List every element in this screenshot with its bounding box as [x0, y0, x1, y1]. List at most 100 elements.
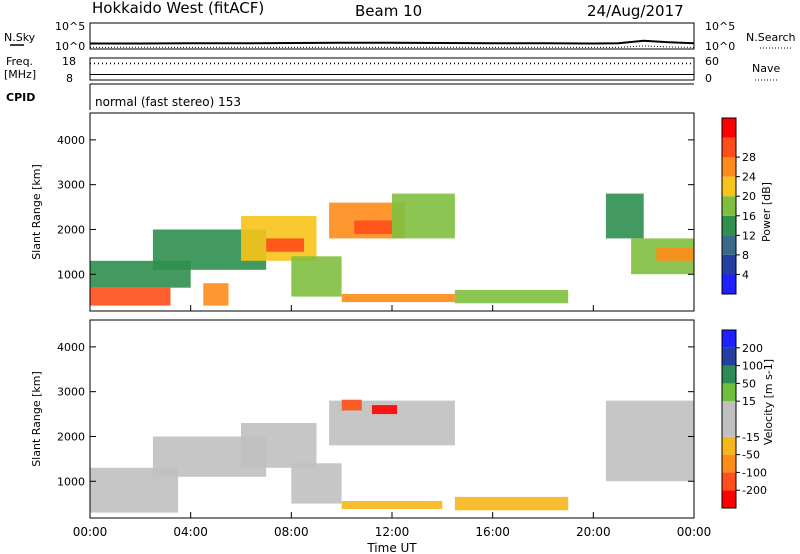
radar-title: Hokkaido West (fitACF): [92, 0, 265, 17]
heatmap-region: [454, 289, 569, 304]
y-tick-label: 2000: [57, 430, 85, 443]
velocity-y-axis: 1000 2000 3000 4000: [57, 341, 694, 488]
colorbar-tick-label: -200: [742, 484, 767, 497]
colorbar-tick-label: 50: [742, 377, 756, 390]
power-y-axis: 1000 2000 3000 4000: [57, 134, 694, 281]
colorbar-segment: [722, 365, 736, 384]
date-label: 24/Aug/2017: [587, 2, 684, 20]
n-search-label: N.Search: [746, 31, 796, 44]
time-axis: 00:00 04:00 08:00 12:00 16:00 20:00 00:00: [73, 305, 712, 539]
colorbar-tick-label: 100: [742, 360, 763, 373]
nave-tick-top: 60: [705, 55, 719, 68]
nave-label: Nave: [752, 62, 780, 75]
colorbar-segment: [722, 383, 736, 402]
colorbar-segment: [722, 215, 736, 236]
colorbar-segment: [722, 118, 736, 138]
n-search-series: [89, 45, 695, 48]
x-tick-label: 12:00: [375, 525, 410, 539]
colorbar-tick-label: 12: [742, 229, 756, 242]
heatmap-region: [291, 463, 342, 504]
y-tick-label: 3000: [57, 386, 85, 399]
colorbar-frame: [721, 117, 737, 295]
x-tick-label: 00:00: [73, 525, 108, 539]
beam-label: Beam 10: [355, 2, 423, 20]
noise-tick-left-bottom: 10^0: [55, 40, 85, 53]
noise-tick-left-top: 10^5: [55, 20, 85, 33]
heatmap-region: [203, 283, 229, 306]
heatmap-region: [605, 193, 644, 239]
colorbar-segment: [722, 490, 736, 508]
colorbar-segment: [722, 436, 736, 455]
colorbar-segment: [722, 196, 736, 216]
freq-unit-label: [MHz]: [4, 68, 36, 81]
colorbar-segment: [722, 137, 736, 158]
cpid-label: CPID: [6, 91, 35, 104]
colorbar-tick-label: -50: [742, 449, 760, 462]
y-tick-label: 3000: [57, 179, 85, 192]
y-tick-label: 1000: [57, 268, 85, 281]
nave-tick-bottom: 0: [705, 72, 712, 85]
power-colorbar-label: Power [dB]: [760, 182, 773, 242]
freq-label: Freq.: [6, 55, 33, 68]
colorbar-tick-label: 15: [742, 395, 756, 408]
y-tick-label: 2000: [57, 223, 85, 236]
heatmap-region: [454, 496, 569, 511]
noise-panel-frame: [89, 22, 695, 50]
heatmap-region: [341, 294, 455, 303]
colorbar-segment: [722, 235, 736, 255]
colorbar-segment: [722, 472, 736, 491]
power-y-axis-label: Slant Range [km]: [30, 164, 43, 260]
colorbar-segment: [722, 274, 736, 294]
colorbar-segment: [722, 347, 736, 366]
colorbar-segment: [722, 454, 736, 473]
colorbar-segment: [722, 330, 736, 348]
heatmap-region: [90, 287, 171, 306]
noise-panel: N.Sky 10^5 10^0 10^5 10^0 N.Search: [4, 20, 796, 53]
heatmap-region: [371, 405, 398, 415]
colorbar-tick-label: 16: [742, 210, 756, 223]
freq-panel-frame: [89, 57, 695, 81]
colorbar-segment: [722, 157, 736, 177]
y-tick-label: 4000: [57, 341, 85, 354]
x-tick-label: 00:00: [677, 525, 712, 539]
colorbar-tick-label: 200: [742, 342, 763, 355]
heatmap-region: [656, 247, 695, 261]
colorbar-tick-label: 20: [742, 190, 756, 203]
velocity-colorbar-label: Velocity [m s-1]: [762, 359, 775, 445]
velocity-panel: 1000 2000 3000 4000 Slant Range [km] 200 100…: [30, 319, 775, 519]
x-tick-label: 04:00: [173, 525, 208, 539]
velocity-y-axis-label: Slant Range [km]: [30, 371, 43, 467]
velocity-colorbar: 200 100 50 15 -15 -50 -100 -200: [721, 329, 767, 509]
heatmap-region: [341, 501, 443, 510]
freq-tick-bottom: 8: [66, 72, 73, 85]
power-colorbar: 4 8 12 16 20 24 28: [721, 117, 756, 295]
colorbar-segment: [722, 254, 736, 275]
colorbar-tick-label: 28: [742, 151, 756, 164]
colorbar-tick-label: 24: [742, 171, 756, 184]
y-tick-label: 4000: [57, 134, 85, 147]
cpid-text: normal (fast stereo) 153: [95, 95, 241, 109]
colorbar-segment: [722, 176, 736, 197]
heatmap-region: [291, 256, 342, 297]
heatmap-region: [241, 423, 317, 468]
colorbar-segment: [722, 419, 736, 437]
power-heatmap: [90, 193, 695, 306]
velocity-heatmap: [90, 399, 694, 513]
freq-tick-top: 18: [62, 55, 76, 68]
colorbar-tick-label: -15: [742, 431, 760, 444]
time-axis-title: Time UT: [366, 541, 417, 554]
noise-tick-right-bottom: 10^0: [705, 40, 735, 53]
n-sky-series: [90, 39, 695, 45]
freq-panel: Freq. [MHz] 18 8 60 0 Nave: [4, 55, 780, 85]
colorbar-tick-label: 4: [742, 268, 749, 281]
y-tick-label: 1000: [57, 475, 85, 488]
colorbar-segment: [722, 401, 736, 419]
colorbar-tick-label: -100: [742, 466, 767, 479]
colorbar-frame: [721, 329, 737, 509]
colorbar-tick-label: 8: [742, 249, 749, 262]
n-sky-label: N.Sky: [4, 31, 36, 44]
heatmap-region: [605, 400, 694, 482]
power-panel: 1000 2000 3000 4000 Slant Range [km] 4 8 12 16…: [30, 112, 773, 312]
noise-tick-right-top: 10^5: [705, 20, 735, 33]
